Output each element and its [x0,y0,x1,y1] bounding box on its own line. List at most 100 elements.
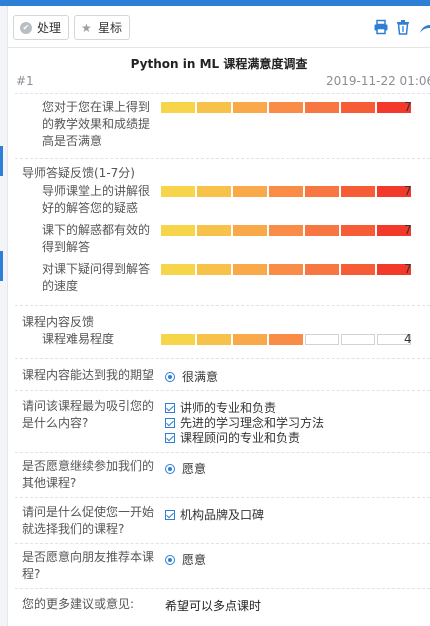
reason-answer: 机构品牌及口碑 [165,506,264,523]
divider [15,305,430,306]
divider [15,93,430,94]
divider [15,158,430,159]
attraction-answer-text: 讲师的专业和负责 [180,401,277,415]
satisfaction-question: 您对于您在课上得到的教学效果和成绩提高是否满意 [42,100,151,148]
rating-segment-filled [341,186,375,197]
continue-answer-text: 愿意 [182,462,207,476]
checkbox-checked-icon [165,402,175,413]
divider [15,543,430,544]
rating-segment-filled [197,225,231,236]
survey-title: Python in ML 课程满意度调查 [130,57,308,71]
rating-segment-filled [377,225,411,236]
mentor-item-scale [161,225,411,236]
rating-segment-filled [197,102,231,113]
rating-segment-filled [377,102,411,113]
print-icon[interactable] [373,19,389,35]
rating-segment-filled [161,334,195,345]
record-number: #1 [16,74,34,88]
star-button-label: 星标 [98,21,123,35]
rating-segment-empty [341,334,375,345]
rating-segment-filled [161,225,195,236]
attraction-answer-text: 先进的学习理念和学习方法 [180,416,325,430]
process-button-label: 处理 [37,21,62,35]
mentor-item-label: 课下的解惑都有效的得到解答 [42,223,151,254]
rating-segment-filled [377,264,411,275]
rating-segment-filled [269,264,303,275]
expectation-question: 课程内容能达到我的期望 [22,368,155,382]
rating-segment-filled [197,264,231,275]
share-icon[interactable] [418,19,430,35]
rating-segment-filled [233,102,267,113]
attraction-answer: 先进的学习理念和学习方法 [165,414,324,431]
mentor-item-score: 7 [404,223,412,237]
top-accent-bar [0,0,430,6]
rating-segment-filled [233,186,267,197]
rating-segment-filled [161,102,195,113]
reason-question: 请问是什么促使您一开始就选择我们的课程? [22,505,155,536]
rating-segment-filled [233,334,267,345]
suggestion-question: 您的更多建议或意见: [22,597,135,611]
sidebar-active-marker [0,146,3,176]
rating-segment-filled [305,102,339,113]
trash-icon[interactable] [395,19,411,35]
attraction-answer: 课程顾问的专业和负责 [165,429,300,446]
reason-answer-text: 机构品牌及口碑 [180,508,265,522]
radio-selected-icon [165,371,175,382]
continue-question: 是否愿意继续参加我们的其他课程? [22,459,155,490]
content-item-scale [161,334,411,345]
rating-segment-filled [197,334,231,345]
mentor-item-scale [161,264,411,275]
radio-selected-icon [165,463,175,474]
rating-segment-filled [305,186,339,197]
continue-answer: 愿意 [165,460,206,477]
left-sidebar-edge [0,6,8,626]
recommend-question: 是否愿意向朋友推荐本课程? [22,550,155,581]
rating-segment-filled [305,264,339,275]
content-item-label: 课程难易程度 [42,332,115,346]
rating-segment-filled [233,225,267,236]
rating-segment-filled [269,102,303,113]
expectation-answer-text: 很满意 [182,370,219,384]
divider [15,358,430,359]
mentor-item-score: 7 [404,184,412,198]
star-button[interactable]: ★ 星标 [74,15,131,40]
recommend-answer: 愿意 [165,551,206,568]
process-button[interactable]: ✔ 处理 [13,15,70,40]
rating-segment-filled [269,334,303,345]
content-item-score: 4 [404,332,412,346]
check-circle-icon: ✔ [20,21,32,34]
rating-segment-filled [305,225,339,236]
checkbox-checked-icon [165,417,175,428]
suggestion-answer: 希望可以多点课时 [165,599,262,613]
rating-segment-filled [197,186,231,197]
checkbox-checked-icon [165,432,175,443]
rating-segment-filled [233,264,267,275]
divider [15,497,430,498]
mentor-item-score: 7 [404,262,412,276]
checkbox-checked-icon [165,509,175,520]
satisfaction-scale [161,102,411,113]
divider [15,390,430,391]
satisfaction-score: 7 [404,100,412,114]
rating-segment-filled [377,186,411,197]
star-icon: ★ [81,20,92,35]
attraction-answer: 讲师的专业和负责 [165,399,276,416]
mentor-item-label: 导师课堂上的讲解很好的解答您的疑惑 [42,184,151,215]
rating-segment-filled [341,264,375,275]
sidebar-active-marker [0,251,3,281]
mentor-item-scale [161,186,411,197]
rating-segment-filled [161,186,195,197]
expectation-answer: 很满意 [165,368,218,385]
rating-segment-filled [341,102,375,113]
mentor-section-heading: 导师答疑反馈(1-7分) [22,166,135,180]
radio-selected-icon [165,554,175,565]
mentor-item-label: 对课下疑问得到解答的速度 [42,262,151,293]
submission-timestamp: 2019-11-22 01:06:3 [326,74,430,88]
toolbar: ✔ 处理 ★ 星标 [8,6,430,48]
content-section-heading: 课程内容反馈 [22,315,95,329]
rating-segment-filled [269,186,303,197]
rating-segment-filled [269,225,303,236]
divider [15,452,430,453]
recommend-answer-text: 愿意 [182,553,207,567]
rating-segment-filled [341,225,375,236]
